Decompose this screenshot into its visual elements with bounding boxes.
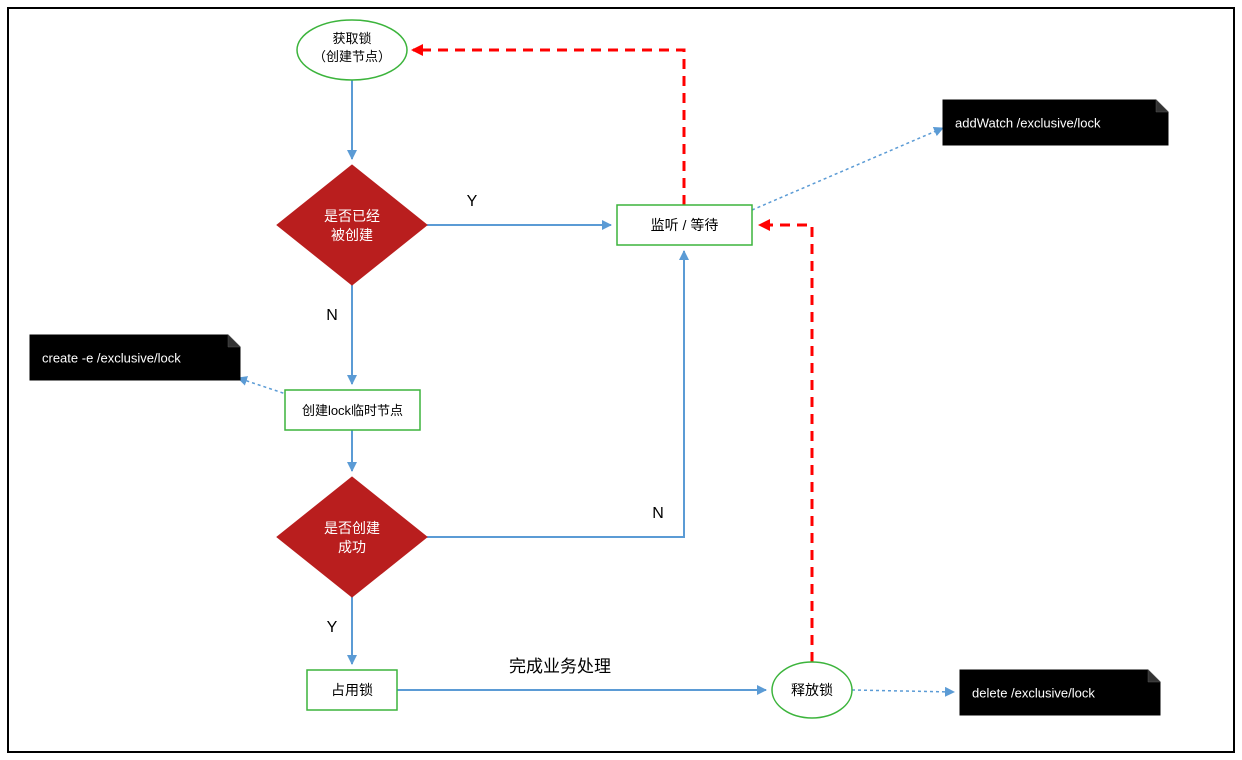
node-label-note_create: create -e /exclusive/lock [42,351,181,366]
flowchart-svg: N Y Y N 完成业务处理 获取锁 （创建节点） 是否已经被创建创建lock临时节点是否创建… [0,0,1242,760]
node-label-note_delete: delete /exclusive/lock [972,686,1095,701]
diagram-canvas: N Y Y N 完成业务处理 获取锁 （创建节点） 是否已经被创建创建lock临时节点是否创建… [0,0,1242,760]
node-label-create_lock: 创建lock临时节点 [302,403,403,418]
edge-label-e2: N [326,307,338,324]
edge-label-e6: N [652,505,664,522]
node-label-is_success-1: 是否创建 [324,520,380,536]
node-label-occupy_lock: 占用锁 [331,682,373,698]
node-label-release_lock: 释放锁 [791,682,833,698]
edge-label-e4: Y [327,619,338,636]
node-label-acquire_lock-1: 获取锁 [332,31,371,46]
edge-label-e5: Y [467,193,478,210]
node-label-is_created-1: 是否已经 [324,208,380,224]
node-label-note_addwatch: addWatch /exclusive/lock [955,116,1101,131]
edge-label-e7: 完成业务处理 [509,657,611,676]
node-label-is_created-2: 被创建 [331,227,373,243]
node-label-is_success-2: 成功 [338,539,366,555]
node-label-acquire_lock-2: （创建节点） [313,49,391,64]
node-label-listen_wait: 监听 / 等待 [651,217,719,233]
